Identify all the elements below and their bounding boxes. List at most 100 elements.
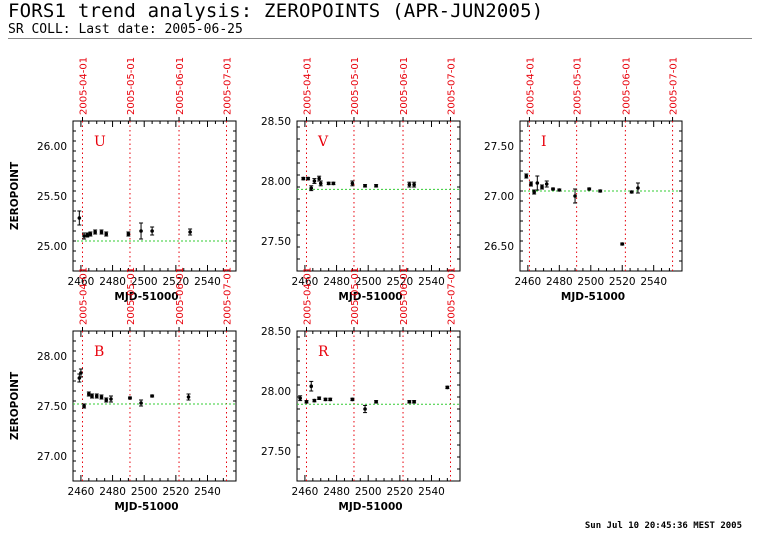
data-point [104,232,109,236]
data-point [326,181,331,186]
data-point [77,216,82,220]
data-point [312,398,317,403]
data-point [82,404,86,408]
y-axis-title: ZEROPOINT [9,371,21,440]
x-tick-label: 2480 [99,486,126,498]
x-tick-label: 2520 [386,486,413,498]
data-point [374,184,378,188]
data-point [90,394,94,398]
x-tick-label: 2480 [323,486,350,498]
x-tick-label: 2500 [131,276,158,288]
y-tick-label: 25.50 [37,191,67,203]
x-tick-label: 2480 [546,276,573,288]
band-label: U [94,134,106,150]
x-tick-label: 2500 [355,486,382,498]
data-point [85,233,90,237]
data-point [304,400,309,404]
y-tick-label: 27.50 [484,141,514,153]
x-tick-label: 2460 [514,276,541,288]
x-axis-title: MJD-51000 [338,291,402,303]
data-point [79,371,83,375]
data-point [309,186,314,190]
date-marker-label: 2005-04-01 [78,267,89,325]
date-marker-label: 2005-07-01 [447,57,458,115]
x-tick-label: 2520 [162,276,189,288]
data-point [557,188,562,192]
y-tick-label: 26.00 [37,141,67,153]
data-point [312,179,317,183]
x-tick-label: 2480 [99,276,126,288]
data-point [301,176,306,181]
x-tick-label: 2540 [194,486,221,498]
data-point [109,397,113,401]
data-point [186,395,191,399]
band-label: V [317,134,329,150]
plot-frame [296,330,461,482]
band-label: B [94,344,104,360]
date-marker-label: 2005-07-01 [669,57,680,115]
data-point [93,230,97,234]
chart-panel-r: 2005-04-01 2005-05-01 2005-06-01 2005-07-01… [261,267,461,513]
data-point [188,230,192,234]
data-point [328,397,333,402]
data-point [126,232,131,236]
data-point [94,394,99,398]
data-point [587,187,592,191]
date-marker-label: 2005-06-01 [399,267,410,325]
data-point [104,398,109,402]
data-point [529,182,533,186]
data-point [551,187,555,191]
chart-panel-b: 2005-04-01 2005-05-01 2005-06-01 2005-07-01… [9,267,237,513]
date-marker-label: 2005-04-01 [302,267,313,325]
y-tick-label: 27.00 [484,191,514,203]
x-tick-label: 2540 [194,276,221,288]
data-point [535,181,540,185]
x-tick-label: 2480 [323,276,350,288]
date-marker-label: 2005-06-01 [399,57,410,115]
y-tick-label: 26.50 [484,241,514,253]
date-marker-label: 2005-06-01 [175,267,186,325]
data-point [298,396,302,401]
plot-frame [519,120,683,272]
x-axis-title: MJD-51000 [561,291,625,303]
data-point [573,194,577,198]
header-divider [8,38,752,39]
x-tick-label: 2500 [131,486,158,498]
chart-panel-v: 2005-04-01 2005-05-01 2005-06-01 2005-07-01… [261,57,461,303]
chart-panel-u: 2005-04-01 2005-05-01 2005-06-01 2005-07-01… [9,57,237,303]
data-point [99,230,104,234]
date-marker-label: 2005-05-01 [126,267,137,325]
data-point [445,385,450,390]
x-tick-label: 2460 [292,276,319,288]
x-tick-label: 2540 [418,276,445,288]
data-point [139,229,143,233]
date-marker-label: 2005-05-01 [350,267,361,325]
date-marker-label: 2005-04-01 [78,57,89,115]
chart-panel-i: 2005-04-01 2005-05-01 2005-06-01 2005-07-01… [484,57,683,303]
data-point [350,181,355,186]
y-tick-label: 28.50 [261,326,291,338]
footer-timestamp: Sun Jul 10 20:45:36 MEST 2005 [584,521,742,531]
data-point [412,182,416,187]
x-axis-title: MJD-51000 [338,501,402,513]
data-point [363,407,367,411]
page-subtitle: SR COLL: Last date: 2005-06-25 [8,22,243,37]
x-tick-label: 2460 [68,276,95,288]
y-tick-label: 28.00 [261,386,291,398]
y-tick-label: 27.50 [261,446,291,458]
y-tick-label: 25.00 [37,241,67,253]
y-tick-label: 28.50 [261,116,291,128]
data-point [636,186,640,190]
date-marker-label: 2005-04-01 [302,57,313,115]
data-point [374,400,378,404]
date-marker-label: 2005-05-01 [350,57,361,115]
x-tick-label: 2500 [355,276,382,288]
data-point [629,190,634,194]
date-marker-label: 2005-05-01 [126,57,137,115]
x-tick-label: 2540 [640,276,667,288]
x-tick-label: 2520 [162,486,189,498]
date-marker-label: 2005-04-01 [525,57,536,115]
y-tick-label: 27.00 [37,451,67,463]
y-axis-title: ZEROPOINT [9,161,21,230]
